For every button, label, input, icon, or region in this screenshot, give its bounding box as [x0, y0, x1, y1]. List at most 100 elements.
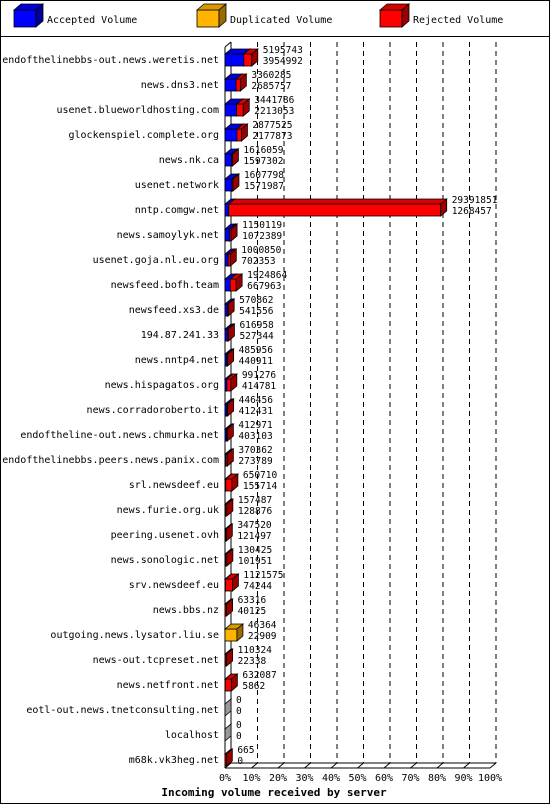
x-tick-label: 90% — [454, 773, 472, 784]
bar-segment — [224, 573, 240, 592]
category-label: endofthelinebbs.peers.news.panix.com — [2, 455, 219, 466]
total-volume-label: 5195743 — [263, 45, 303, 56]
accepted-volume-label: 0 — [236, 706, 242, 717]
category-label: news.sonologic.net — [111, 555, 219, 566]
x-tick-label: 0% — [219, 773, 231, 784]
bar-segment — [224, 523, 234, 542]
accepted-volume-label: 0 — [237, 756, 243, 767]
category-label: endoftheline-out.news.chmurka.net — [20, 430, 219, 441]
legend-swatch — [195, 3, 228, 28]
category-label: newsfeed.xs3.de — [129, 305, 219, 316]
category-label: eotl-out.news.tnetconsulting.net — [26, 705, 219, 716]
x-tick-label: 50% — [348, 773, 366, 784]
total-volume-label: 157487 — [238, 495, 272, 506]
total-volume-label: 446456 — [239, 395, 274, 406]
total-volume-label: 1607798 — [244, 170, 284, 181]
bar-row — [223, 398, 235, 417]
bar-row — [223, 723, 233, 742]
bar-segment — [242, 48, 259, 67]
bar-row — [223, 473, 239, 492]
x-tick — [357, 762, 364, 769]
x-tick — [410, 762, 417, 769]
x-tick — [463, 762, 470, 769]
total-volume-label: 991276 — [242, 370, 277, 381]
bar-row — [223, 48, 259, 67]
bar-segment — [225, 398, 235, 417]
bar-row — [223, 573, 240, 592]
x-tick-label: 60% — [375, 773, 393, 784]
bar-row — [223, 248, 238, 267]
accepted-volume-label: 0 — [236, 731, 242, 742]
bar-segment — [228, 223, 239, 242]
category-label: peering.usenet.ovh — [111, 530, 219, 541]
bar-segment — [229, 273, 244, 292]
accepted-volume-label: 273789 — [238, 456, 273, 467]
x-tick-label: 10% — [242, 773, 260, 784]
x-tick — [224, 762, 232, 769]
total-volume-label: 1000850 — [241, 245, 281, 256]
bar-segment — [224, 673, 239, 692]
bar-row — [223, 548, 234, 567]
x-tick — [251, 762, 258, 769]
category-label: news.corradoroberto.it — [87, 405, 219, 416]
total-volume-label: 1616059 — [243, 145, 283, 156]
total-volume-label: 110324 — [238, 645, 273, 656]
legend-swatch — [12, 3, 45, 28]
bar-row — [223, 348, 235, 367]
bar-segment — [224, 498, 234, 517]
total-volume-label: 0 — [236, 720, 242, 731]
category-label: news.bbs.nz — [153, 605, 219, 616]
bar-row — [223, 698, 233, 717]
accepted-volume-label: 1072389 — [242, 231, 282, 242]
bar-empty — [223, 723, 233, 742]
x-tick — [489, 762, 497, 769]
total-volume-label: 616958 — [239, 320, 274, 331]
category-label: newsfeed.bofh.team — [111, 280, 219, 291]
category-label: news.nk.ca — [159, 155, 219, 166]
bar-row — [223, 748, 234, 767]
total-volume-label: 130425 — [238, 545, 272, 556]
category-label: usenet.goja.nl.eu.org — [93, 255, 219, 266]
bar-segment — [230, 173, 241, 192]
bar-segment — [223, 748, 234, 767]
category-label: news.hispagatos.org — [105, 380, 219, 391]
bar-segment — [225, 373, 238, 392]
bar-segment — [225, 423, 235, 442]
category-label: 194.87.241.33 — [141, 330, 219, 341]
bar-row — [223, 298, 236, 317]
bar-row — [223, 323, 236, 342]
total-volume-label: 3441786 — [254, 95, 294, 106]
accepted-volume-label: 1571987 — [244, 181, 284, 192]
accepted-volume-label: 155714 — [243, 481, 278, 492]
total-volume-label: 650710 — [243, 470, 278, 481]
category-label: news.nntp4.net — [135, 355, 219, 366]
total-volume-label: 2877525 — [252, 120, 292, 131]
bar-row — [223, 148, 240, 167]
bar-row — [223, 198, 448, 217]
bars — [223, 48, 448, 767]
total-volume-label: 665 — [237, 745, 254, 756]
accepted-volume-label: 702353 — [241, 256, 275, 267]
category-label: usenet.blueworldhosting.com — [56, 105, 219, 116]
x-tick-label: 80% — [428, 773, 446, 784]
bar-row — [223, 273, 244, 292]
bar-segment — [235, 98, 251, 117]
category-label: endofthelinebbs-out.news.weretis.net — [2, 55, 219, 66]
accepted-volume-label: 1268457 — [452, 206, 492, 217]
bar-segment — [227, 198, 448, 217]
total-volume-label: 1150119 — [242, 220, 282, 231]
accepted-volume-label: 412431 — [239, 406, 274, 417]
bar-row — [223, 598, 234, 617]
category-label: news-out.tcpreset.net — [93, 655, 219, 666]
legend-label: Accepted Volume — [47, 15, 137, 26]
x-tick-label: 100% — [478, 773, 502, 784]
accepted-volume-label: 74244 — [243, 581, 272, 592]
x-tick-label: 20% — [269, 773, 287, 784]
bar-segment — [224, 473, 239, 492]
category-label: news.dns3.net — [141, 80, 219, 91]
bar-empty — [223, 698, 233, 717]
x-tick — [383, 762, 391, 769]
bar-segment — [227, 248, 238, 267]
bar-segment — [224, 648, 234, 667]
bar-segment — [224, 548, 234, 567]
